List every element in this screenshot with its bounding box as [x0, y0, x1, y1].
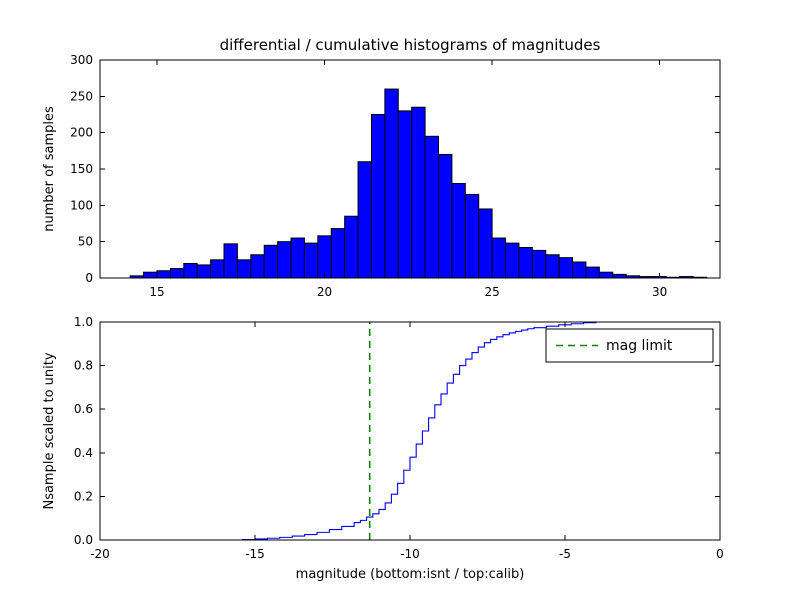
histogram-bar	[518, 246, 533, 279]
histogram-bar	[451, 183, 466, 279]
histogram-bar	[558, 257, 574, 279]
histogram-bar	[330, 228, 346, 279]
histogram-bar	[290, 237, 305, 279]
histogram-bar	[464, 193, 480, 279]
histogram-bar	[143, 271, 158, 279]
histogram-bar	[478, 208, 493, 279]
x-tick-label: 30	[652, 285, 667, 299]
legend-label: mag limit	[606, 338, 673, 354]
y-tick-label: 50	[78, 235, 93, 249]
y-tick-label: 0.6	[74, 402, 93, 416]
bottom-axes: -20 -15 -10 -5 0 0.0 0.2 0.4 0.6 0.8 1.0	[74, 315, 724, 561]
histogram-bar	[357, 161, 372, 279]
histogram-bar	[156, 270, 171, 279]
histogram-bar	[585, 266, 600, 279]
x-tick-label: 0	[716, 547, 724, 561]
histogram-bar	[370, 114, 386, 279]
histogram-bar	[344, 215, 359, 279]
top-y-axis-label: number of samples	[42, 106, 57, 232]
histogram-bar	[277, 241, 292, 279]
histogram-bar	[437, 153, 453, 279]
y-tick-label: 300	[70, 53, 93, 67]
histogram-bar	[491, 237, 507, 279]
cumulative-step-line	[230, 321, 720, 541]
histogram-bar	[317, 235, 332, 279]
y-tick-label: 100	[70, 198, 93, 212]
histogram-bar	[531, 249, 547, 279]
y-tick-label: 250	[70, 89, 93, 103]
x-tick-label: -10	[400, 547, 420, 561]
axes-frame	[99, 59, 721, 279]
legend: mag limit	[545, 328, 714, 363]
histogram-bar	[183, 262, 198, 279]
y-tick-label: 150	[70, 162, 93, 176]
histogram-bar	[424, 135, 439, 279]
histogram-bar	[263, 244, 279, 279]
histogram-bar	[210, 259, 225, 279]
histogram-bar	[572, 261, 587, 279]
y-tick-label: 0	[85, 271, 93, 285]
y-tick-label: 0.0	[74, 533, 93, 547]
histogram-bar	[598, 271, 614, 279]
x-tick-label: 25	[484, 285, 499, 299]
histogram-bars	[129, 88, 708, 279]
histogram-bar	[384, 88, 399, 279]
chart-title: differential / cumulative histograms of …	[220, 36, 601, 54]
y-tick-label: 0.2	[74, 489, 93, 503]
y-tick-label: 1.0	[74, 315, 93, 329]
x-tick-label: -5	[559, 547, 571, 561]
histogram-bar	[196, 264, 212, 279]
y-tick-label: 0.4	[74, 446, 93, 460]
x-tick-label: -15	[245, 547, 265, 561]
x-axis-label: magnitude (bottom:isnt / top:calib)	[296, 567, 525, 582]
histogram-bar	[303, 242, 319, 279]
axes-frame	[99, 321, 721, 541]
y-tick-label: 0.8	[74, 359, 93, 373]
x-tick-label: -20	[90, 547, 110, 561]
histogram-bar	[505, 242, 520, 279]
histogram-bar	[411, 106, 426, 279]
x-tick-label: 15	[149, 285, 164, 299]
histogram-bar	[612, 273, 627, 279]
histogram-bar	[545, 254, 560, 279]
x-tick-label: 20	[317, 285, 332, 299]
histogram-bar	[223, 243, 238, 279]
histogram-bar	[250, 254, 265, 279]
histogram-bar	[169, 268, 185, 279]
bottom-y-axis-label: Nsample scaled to unity	[42, 352, 57, 509]
histogram-bar	[397, 110, 413, 279]
y-tick-label: 200	[70, 126, 93, 140]
histogram-bar	[236, 259, 252, 279]
